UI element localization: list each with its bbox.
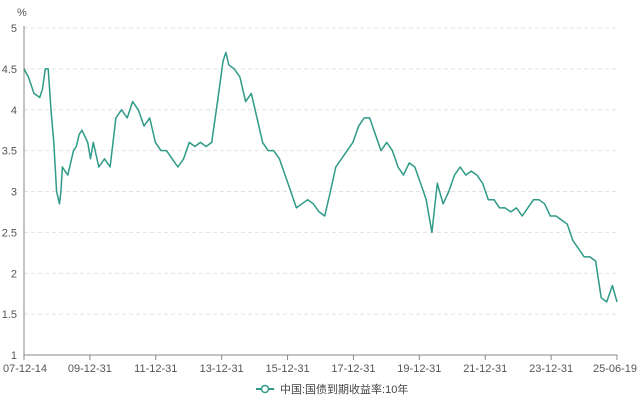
y-unit-label: % (17, 7, 27, 19)
y-tick-label: 3 (11, 187, 17, 199)
x-tick-label: 13-12-31 (200, 363, 244, 375)
x-tick-label: 23-12-31 (529, 363, 573, 375)
series-lines (23, 51, 618, 303)
x-tick-label: 19-12-31 (397, 363, 441, 375)
x-tick-labels: 07-12-14 09-12-31 11-12-31 13-12-31 15-12-31… (3, 363, 637, 375)
x-tick-label: 17-12-31 (331, 363, 375, 375)
y-tick-labels: 1 1.5 2 2.5 3 3.5 4 4.5 5 (2, 23, 17, 362)
series-line-cn-10y-yield (23, 51, 618, 303)
legend[interactable]: 中国:国债到期收益率:10年 (256, 382, 408, 396)
axes (23, 26, 618, 360)
x-tick-label: 21-12-31 (463, 363, 507, 375)
y-tick-label: 4 (11, 105, 17, 117)
legend-marker (260, 384, 270, 394)
y-tick-label: 1.5 (2, 309, 17, 321)
y-tick-label: 4.5 (2, 64, 17, 76)
legend-label: 中国:国债到期收益率:10年 (280, 382, 408, 396)
y-tick-label: 1 (11, 350, 17, 362)
y-tick-label: 5 (11, 23, 17, 35)
x-tick-label: 11-12-31 (134, 363, 177, 375)
y-tick-label: 2.5 (2, 227, 17, 239)
x-tick-label: 15-12-31 (266, 363, 310, 375)
x-tick-label: 25-06-19 (593, 363, 637, 375)
x-tick-label: 09-12-31 (68, 363, 112, 375)
x-tick-label: 07-12-14 (3, 363, 47, 375)
y-tick-label: 2 (11, 268, 17, 280)
grid-lines (24, 27, 617, 315)
y-tick-label: 3.5 (2, 146, 17, 158)
